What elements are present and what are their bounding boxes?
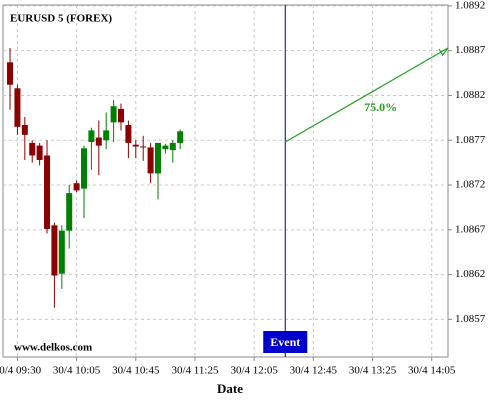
candle-body	[177, 131, 184, 143]
candle-body	[51, 225, 58, 276]
candle-body	[66, 193, 73, 231]
x-tick-label: 30/4 10:05	[53, 365, 101, 377]
y-tick-label: 1.0887	[455, 44, 486, 56]
y-tick-label: 1.0867	[455, 223, 486, 235]
x-tick-label: 30/4 12:05	[230, 365, 278, 377]
candle-body	[125, 125, 132, 143]
y-tick-label: 1.0872	[455, 179, 485, 191]
projection-arrow	[284, 47, 449, 143]
candle-body	[169, 142, 176, 151]
event-box	[263, 331, 308, 353]
event-label: Event	[270, 335, 300, 349]
candle-body	[29, 142, 36, 156]
candle-body	[154, 142, 161, 174]
plot-area	[2, 4, 449, 358]
candle-body	[7, 62, 14, 85]
candle-body	[44, 155, 51, 229]
candle-body	[14, 88, 21, 127]
y-tick-label: 1.0892	[455, 0, 485, 11]
candle-body	[147, 147, 154, 174]
candle-body	[81, 148, 88, 189]
candle-body	[132, 144, 139, 147]
candle-body	[88, 130, 95, 143]
candle-body	[118, 108, 125, 123]
chart-title: EURUSD 5 (FOREX)	[10, 13, 112, 25]
candle-body	[103, 130, 110, 141]
x-tick-label: 30/4 09:30	[0, 365, 42, 377]
candle-body	[36, 145, 43, 160]
y-tick-label: 1.0882	[455, 89, 485, 101]
x-axis-label: Date	[217, 381, 243, 396]
candle-body	[58, 230, 65, 274]
candle-body	[95, 137, 102, 146]
x-tick-label: 30/4 11:25	[171, 365, 218, 377]
marks	[7, 47, 184, 308]
candle-body	[162, 145, 169, 150]
candle-body	[110, 106, 117, 123]
watermark: www.delkos.com	[14, 342, 92, 354]
arrow-head	[438, 47, 449, 57]
x-tick-label: 30/4 13:25	[349, 365, 397, 377]
y-tick-label: 1.0862	[455, 268, 485, 280]
x-tick-label: 30/4 14:05	[408, 365, 456, 377]
projection-label: 75.0%	[364, 100, 397, 114]
x-tick-label: 30/4 10:45	[112, 365, 160, 377]
y-tick-label: 1.0877	[455, 134, 486, 146]
x-tick-label: 30/4 12:45	[290, 365, 338, 377]
candle-body	[140, 146, 147, 148]
candle-body	[21, 125, 28, 135]
y-tick-label: 1.0857	[455, 313, 486, 325]
candle-body	[73, 183, 80, 191]
